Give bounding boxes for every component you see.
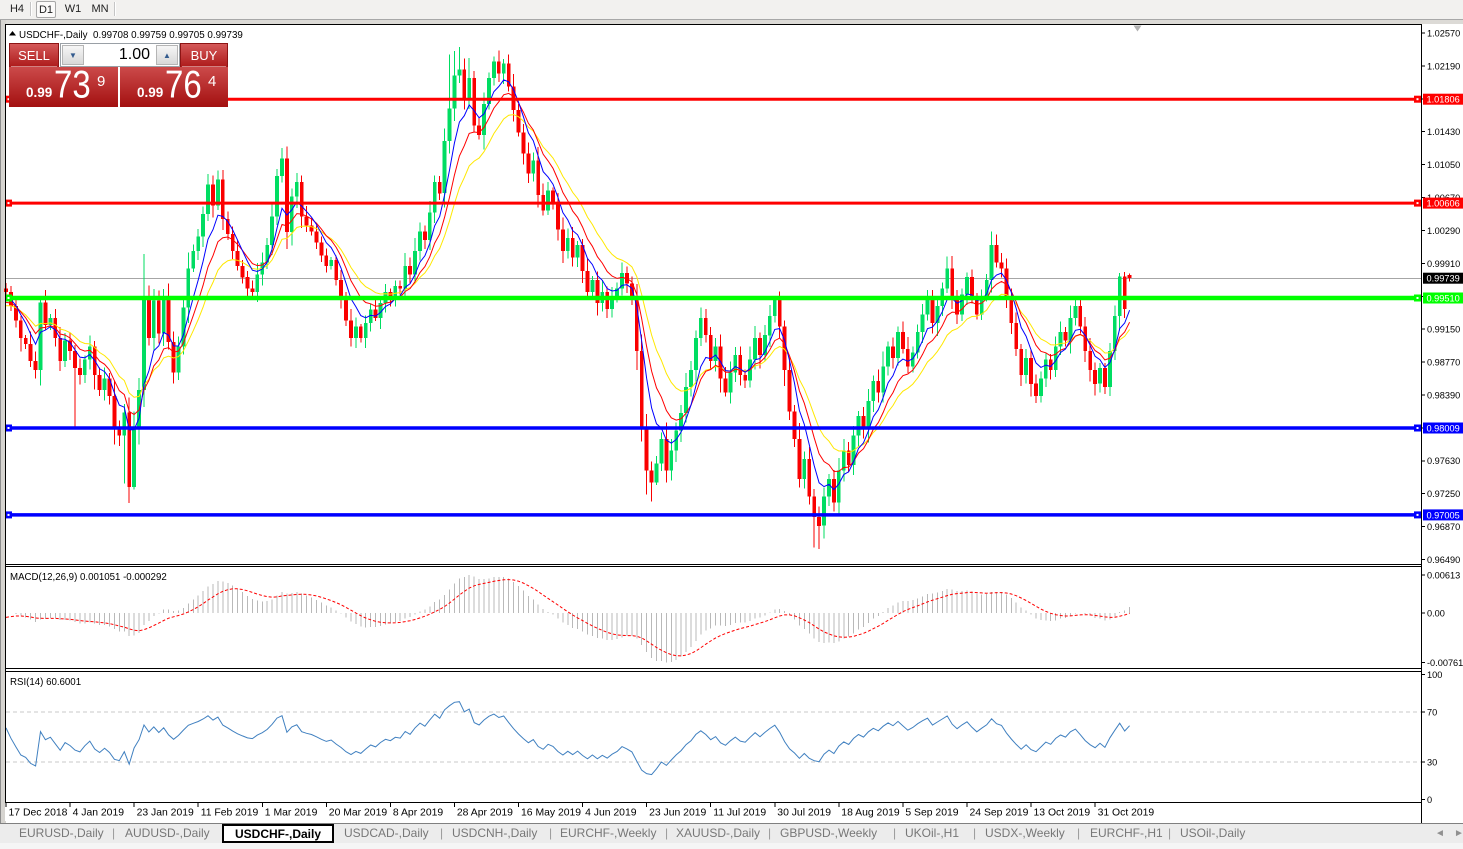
svg-text:30: 30	[1427, 757, 1437, 767]
svg-text:0.00: 0.00	[1427, 608, 1445, 618]
svg-text:11 Feb 2019: 11 Feb 2019	[201, 808, 259, 819]
svg-text:16 May 2019: 16 May 2019	[521, 808, 581, 819]
svg-text:13 Oct 2019: 13 Oct 2019	[1034, 808, 1091, 819]
svg-text:1.01050: 1.01050	[1427, 160, 1460, 170]
svg-text:0.99150: 0.99150	[1427, 325, 1460, 335]
svg-text:0.98770: 0.98770	[1427, 358, 1460, 368]
svg-text:1.02190: 1.02190	[1427, 61, 1460, 71]
svg-text:24 Sep 2019: 24 Sep 2019	[970, 808, 1029, 819]
svg-text:0.99739: 0.99739	[1427, 274, 1460, 284]
svg-text:1.00290: 1.00290	[1427, 226, 1460, 236]
svg-text:1.00606: 1.00606	[1427, 199, 1460, 209]
svg-text:11 Jul 2019: 11 Jul 2019	[713, 808, 766, 819]
svg-text:17 Dec 2018: 17 Dec 2018	[9, 808, 68, 819]
svg-text:0.96870: 0.96870	[1427, 522, 1460, 532]
svg-text:-0.0076122: -0.0076122	[1427, 658, 1463, 668]
svg-text:0.98390: 0.98390	[1427, 390, 1460, 400]
svg-text:1.01430: 1.01430	[1427, 127, 1460, 137]
svg-text:23 Jun 2019: 23 Jun 2019	[649, 808, 706, 819]
svg-text:0.97250: 0.97250	[1427, 489, 1460, 499]
svg-text:0.98009: 0.98009	[1427, 424, 1460, 434]
svg-text:1 Mar 2019: 1 Mar 2019	[265, 808, 318, 819]
svg-text:0.97630: 0.97630	[1427, 456, 1460, 466]
svg-text:100: 100	[1427, 670, 1442, 680]
svg-text:20 Mar 2019: 20 Mar 2019	[329, 808, 388, 819]
svg-text:30 Jul 2019: 30 Jul 2019	[777, 808, 831, 819]
svg-text:4 Jan 2019: 4 Jan 2019	[73, 808, 125, 819]
svg-text:70: 70	[1427, 707, 1437, 717]
svg-text:0.00613: 0.00613	[1427, 570, 1460, 580]
svg-text:4 Jun 2019: 4 Jun 2019	[585, 808, 637, 819]
svg-text:1.02570: 1.02570	[1427, 28, 1460, 38]
svg-text:23 Jan 2019: 23 Jan 2019	[137, 808, 194, 819]
svg-text:31 Oct 2019: 31 Oct 2019	[1098, 808, 1155, 819]
svg-text:18 Aug 2019: 18 Aug 2019	[841, 808, 900, 819]
svg-text:0.99910: 0.99910	[1427, 259, 1460, 269]
svg-text:5 Sep 2019: 5 Sep 2019	[905, 808, 958, 819]
svg-text:0: 0	[1427, 795, 1432, 805]
svg-text:0.96490: 0.96490	[1427, 555, 1460, 565]
svg-text:USDCHF-,Daily 0.99708 0.99759: USDCHF-,Daily 0.99708 0.99759 0.99705 0.…	[19, 30, 243, 41]
svg-text:RSI(14) 60.6001: RSI(14) 60.6001	[10, 677, 81, 688]
svg-text:0.97005: 0.97005	[1427, 510, 1460, 520]
svg-text:1.01806: 1.01806	[1427, 95, 1460, 105]
svg-text:8 Apr 2019: 8 Apr 2019	[393, 808, 443, 819]
svg-text:0.99510: 0.99510	[1427, 294, 1460, 304]
svg-text:MACD(12,26,9) 0.001051 -0.0002: MACD(12,26,9) 0.001051 -0.000292	[10, 572, 167, 583]
svg-text:28 Apr 2019: 28 Apr 2019	[457, 808, 513, 819]
